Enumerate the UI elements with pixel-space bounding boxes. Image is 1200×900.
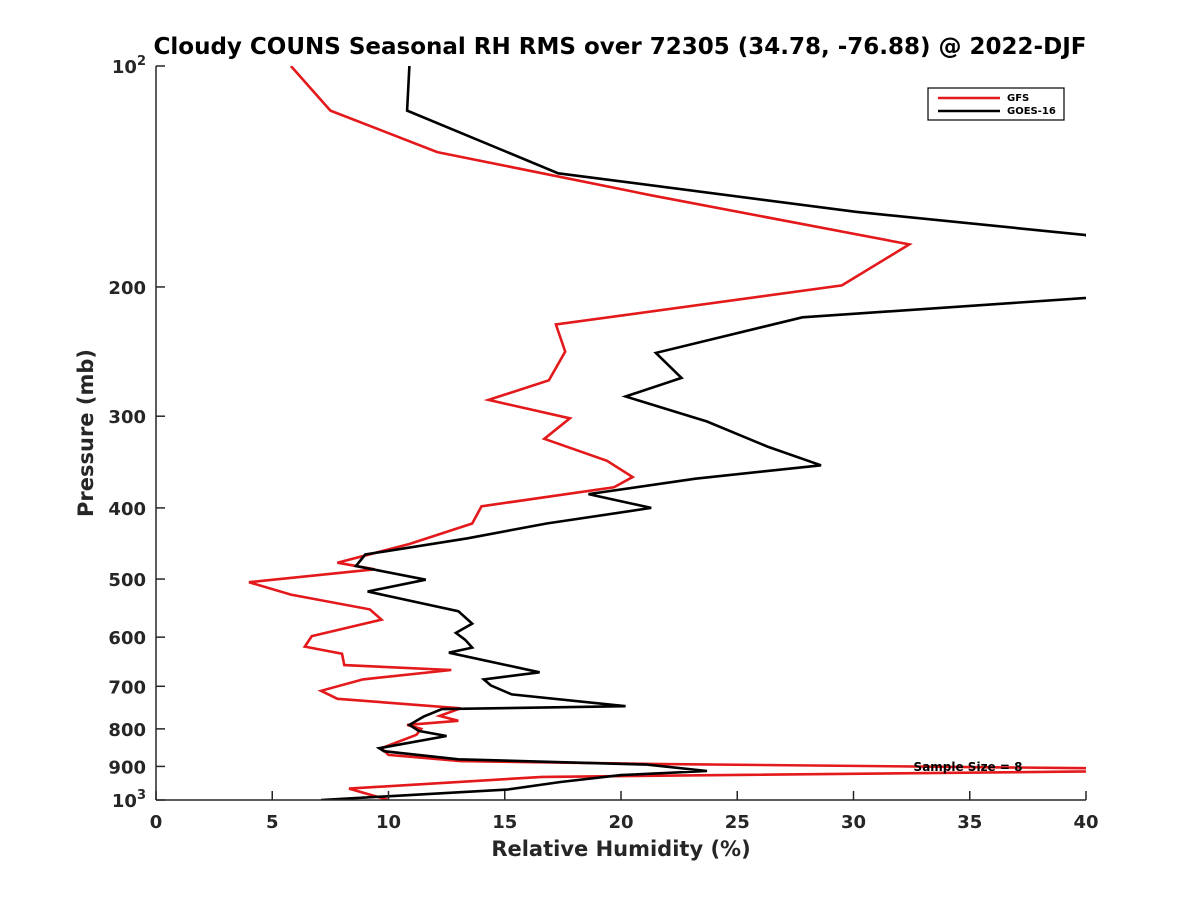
legend-label-gfs: GFS (1007, 93, 1029, 104)
y-tick-label: 200 (108, 278, 146, 299)
x-tick-label: 25 (725, 812, 750, 833)
legend-label-goes-16: GOES-16 (1007, 106, 1056, 117)
legend-box (927, 87, 1065, 121)
x-tick-label: 20 (608, 812, 633, 833)
x-tick-label: 35 (957, 812, 982, 833)
y-tick-exponent: 3 (137, 788, 146, 803)
y-tick-label: 900 (108, 757, 146, 778)
x-tick-label: 10 (376, 812, 401, 833)
y-tick-label: 300 (108, 407, 146, 428)
y-tick-label: 600 (108, 628, 146, 649)
y-tick-label: 700 (108, 677, 146, 698)
y-axis-label: Pressure (mb) (74, 349, 98, 517)
legend: GFS GOES-16 (927, 87, 1065, 121)
x-tick-label: 15 (492, 812, 517, 833)
x-axis-label: Relative Humidity (%) (491, 837, 750, 861)
x-tick-label: 5 (266, 812, 279, 833)
y-tick-exponent: 2 (137, 54, 146, 69)
series-line-goes-16 (321, 66, 1086, 800)
x-tick-label: 40 (1073, 812, 1098, 833)
y-tick-label: 800 (108, 720, 146, 741)
sample-size-annotation: Sample Size = 8 (914, 760, 1023, 774)
chart-title: Cloudy COUNS Seasonal RH RMS over 72305 … (154, 34, 1087, 60)
y-tick-label: 500 (108, 570, 146, 591)
x-tick-label: 0 (150, 812, 163, 833)
x-tick-label: 30 (841, 812, 866, 833)
y-tick-label: 400 (108, 499, 146, 520)
